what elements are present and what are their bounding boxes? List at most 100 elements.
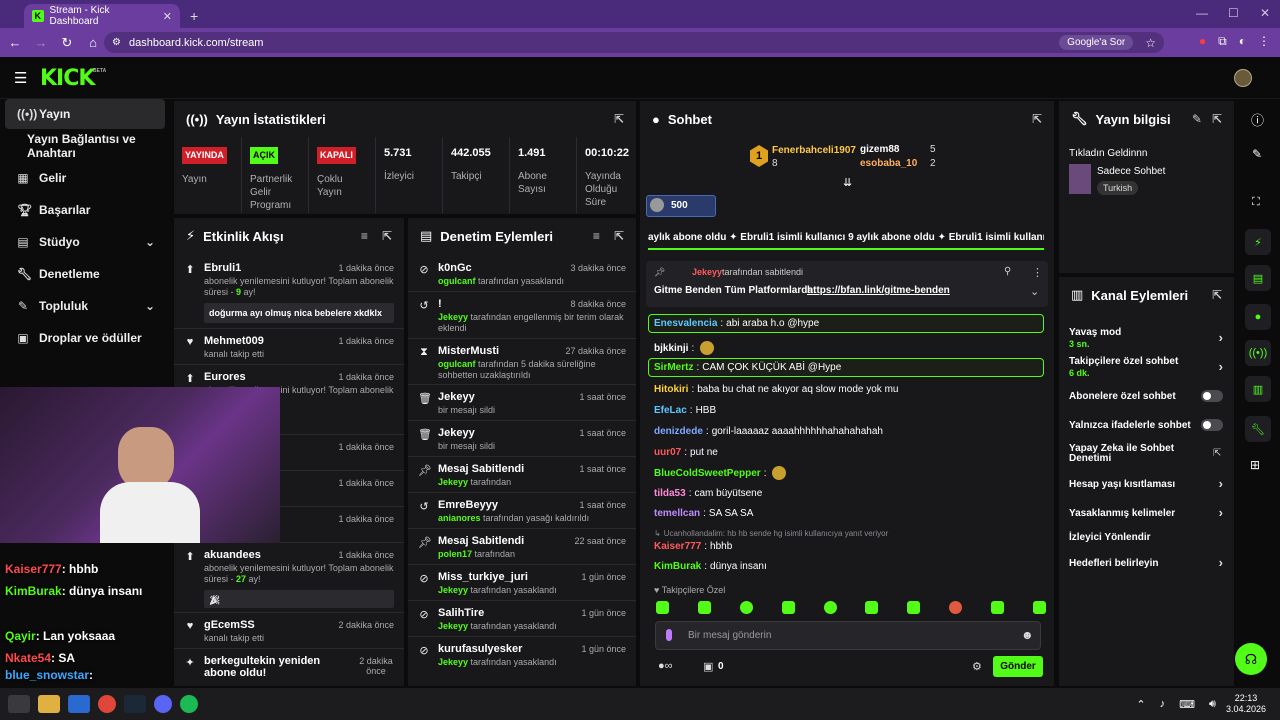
reload-icon[interactable]: ↻	[61, 34, 73, 50]
chat-message[interactable]: bjkkinji:	[654, 341, 715, 355]
fullscreen-icon[interactable]: ⛶	[1252, 196, 1260, 208]
outlook-icon[interactable]	[68, 695, 90, 713]
sidebar-item-droplar[interactable]: ▣ Droplar ve ödüller	[17, 331, 142, 345]
popout-icon[interactable]: ⇱	[613, 112, 624, 126]
leader-name[interactable]: esobaba_10	[860, 158, 918, 169]
popout-icon[interactable]: ⇱	[1211, 288, 1222, 302]
chat-username[interactable]: BlueColdSweetPepper	[654, 467, 761, 479]
broadcast-rail-button[interactable]: ((•))	[1245, 340, 1271, 366]
more-options-icon[interactable]: ⋮	[1032, 267, 1043, 279]
category-name[interactable]: Sadece Sohbet	[1097, 166, 1166, 177]
network-icon[interactable]: ⌨	[1179, 698, 1196, 711]
info-icon[interactable]: ⓘ	[1251, 113, 1265, 128]
wrench-rail-button[interactable]: 🔧︎	[1245, 416, 1271, 442]
back-icon[interactable]: ←	[8, 35, 22, 50]
file-explorer-icon[interactable]	[38, 695, 60, 713]
add-panel-icon[interactable]: ⊞	[1250, 458, 1261, 472]
chevron-up-icon[interactable]: ⌃	[1136, 698, 1146, 711]
support-headset-icon[interactable]: ☊	[1235, 643, 1267, 675]
chevron-down-icon[interactable]: ⌄	[1030, 286, 1040, 298]
emote-icon[interactable]	[907, 601, 921, 614]
spotify-icon[interactable]	[180, 695, 198, 713]
chat-username[interactable]: Enesvalencia	[654, 318, 718, 329]
hamburger-menu-icon[interactable]: ☰	[14, 70, 28, 87]
emote-icon[interactable]	[697, 601, 711, 614]
emote-icon[interactable]	[823, 601, 837, 614]
chat-username[interactable]: bjkkinji	[654, 342, 689, 354]
emote-only-toggle[interactable]	[1201, 419, 1223, 431]
goals-row[interactable]: Hedefleri belirleyin ›	[1069, 555, 1223, 570]
chat-message[interactable]: temellcan: SA SA SA	[654, 508, 754, 519]
google-ask-chip[interactable]: Google'a Sor	[1059, 35, 1134, 50]
close-tab-icon[interactable]: ✕	[162, 10, 172, 23]
chat-message[interactable]: Hitokiri: baba bu chat ne akıyor aq slow…	[654, 384, 899, 395]
chat-username[interactable]: KimBurak	[654, 561, 702, 572]
expand-icon[interactable]: ⇊	[843, 177, 853, 189]
url-field[interactable]: ⚙ dashboard.kick.com/stream Google'a Sor…	[104, 32, 1164, 53]
emote-icon[interactable]	[739, 601, 753, 614]
banned-words-row[interactable]: Yasaklanmış kelimeler ›	[1069, 505, 1223, 520]
pinned-link[interactable]: https://bfan.link/gitme-benden	[807, 285, 950, 296]
leader-name[interactable]: gizem88	[860, 144, 900, 155]
emote-icon[interactable]	[781, 601, 795, 614]
chat-message[interactable]: KimBurak: dünya insanı	[654, 561, 767, 572]
external-link-icon[interactable]: ⇱	[1213, 448, 1222, 459]
emote-icon[interactable]	[991, 601, 1004, 614]
chat-message[interactable]: uur07: put ne	[654, 447, 718, 458]
sidebar-item-topluluk[interactable]: ✎ Topluluk ⌄	[17, 299, 155, 313]
maximize-icon[interactable]: ☐	[1228, 6, 1239, 20]
tag-chip[interactable]: Turkish	[1097, 181, 1139, 195]
chrome-icon[interactable]	[98, 695, 116, 713]
raid-row[interactable]: İzleyici Yönlendir	[1069, 532, 1151, 543]
moderation-rail-button[interactable]: ▤	[1245, 265, 1271, 291]
emote-icon[interactable]	[1032, 601, 1046, 614]
emote-icon[interactable]	[656, 601, 669, 614]
popout-icon[interactable]: ⇱	[381, 229, 392, 243]
chat-rail-button[interactable]: ●	[1245, 304, 1271, 330]
send-button[interactable]: Gönder	[993, 656, 1043, 677]
chat-message[interactable]: BlueColdSweetPepper:	[654, 466, 787, 480]
chat-username[interactable]: SirMertz	[654, 362, 694, 373]
sidebar-item-denetleme[interactable]: 🔧︎ Denetleme	[17, 267, 100, 281]
chat-message[interactable]: Kaiser777: hbhb	[654, 541, 733, 552]
chat-input[interactable]: Bir mesaj gönderin ☻	[655, 621, 1041, 650]
home-icon[interactable]: ⌂	[89, 35, 97, 50]
slow-mode-row[interactable]: Yavaş mod 3 sn. ›	[1069, 327, 1223, 349]
chat-message[interactable]: EfeLac: HBB	[654, 405, 717, 416]
leader-name[interactable]: Fenerbahceli1907	[772, 145, 856, 156]
chat-username[interactable]: denizdede	[654, 426, 703, 437]
popout-icon[interactable]: ⇱	[1031, 112, 1042, 126]
chat-username[interactable]: Kaiser777	[654, 541, 702, 552]
popout-icon[interactable]: ⇱	[613, 229, 624, 243]
microphone-icon[interactable]: ♪	[1159, 697, 1166, 710]
start-icon[interactable]	[8, 695, 30, 713]
sidebar-item-yayin[interactable]: ((•)) Yayın	[5, 99, 165, 129]
emote-icon[interactable]	[865, 601, 879, 614]
edit-pencil-icon[interactable]: ✎	[1191, 112, 1202, 126]
chat-username[interactable]: uur07	[654, 447, 682, 458]
menu-kebab-icon[interactable]: ⋮	[1258, 34, 1270, 48]
emoji-icon[interactable]: ☻	[1021, 628, 1034, 642]
puzzle-icon[interactable]: ⧉	[1218, 34, 1227, 48]
volume-icon[interactable]: 🔊︎	[1209, 697, 1216, 710]
clock[interactable]: 22:13 3.04.2026	[1225, 693, 1266, 714]
subs-only-toggle[interactable]	[1201, 390, 1223, 402]
chat-message[interactable]: Enesvalencia: abi araba h.o @hype	[648, 314, 1044, 333]
chat-settings-icon[interactable]: ⚙	[972, 661, 982, 673]
filter-icon[interactable]: ≡	[592, 229, 600, 243]
bookmark-star-icon[interactable]: ☆	[1145, 35, 1156, 50]
close-window-icon[interactable]: ✕	[1260, 6, 1271, 20]
filter-icon[interactable]: ≡	[360, 229, 368, 243]
forward-icon[interactable]: →	[34, 35, 48, 50]
user-avatar[interactable]	[1234, 69, 1252, 87]
kick-logo[interactable]: KICK	[40, 66, 95, 91]
chat-username[interactable]: tilda53	[654, 488, 686, 499]
ai-moderation-row[interactable]: Yapay Zeka ile Sohbet Denetimi	[1069, 443, 1175, 464]
channel-points-icon[interactable]: ●∞	[658, 660, 673, 672]
chat-username[interactable]: temellcan	[654, 508, 701, 519]
browser-tab[interactable]: K Stream - Kick Dashboard ✕	[24, 4, 180, 28]
activity-rail-button[interactable]: ⚡︎	[1245, 229, 1271, 255]
profile-avatar-icon[interactable]: ◐	[1238, 34, 1246, 48]
sidebar-item-studyo[interactable]: ▤ Stüdyo ⌄	[17, 235, 155, 249]
gift-leader-chip[interactable]: 500	[646, 195, 716, 217]
